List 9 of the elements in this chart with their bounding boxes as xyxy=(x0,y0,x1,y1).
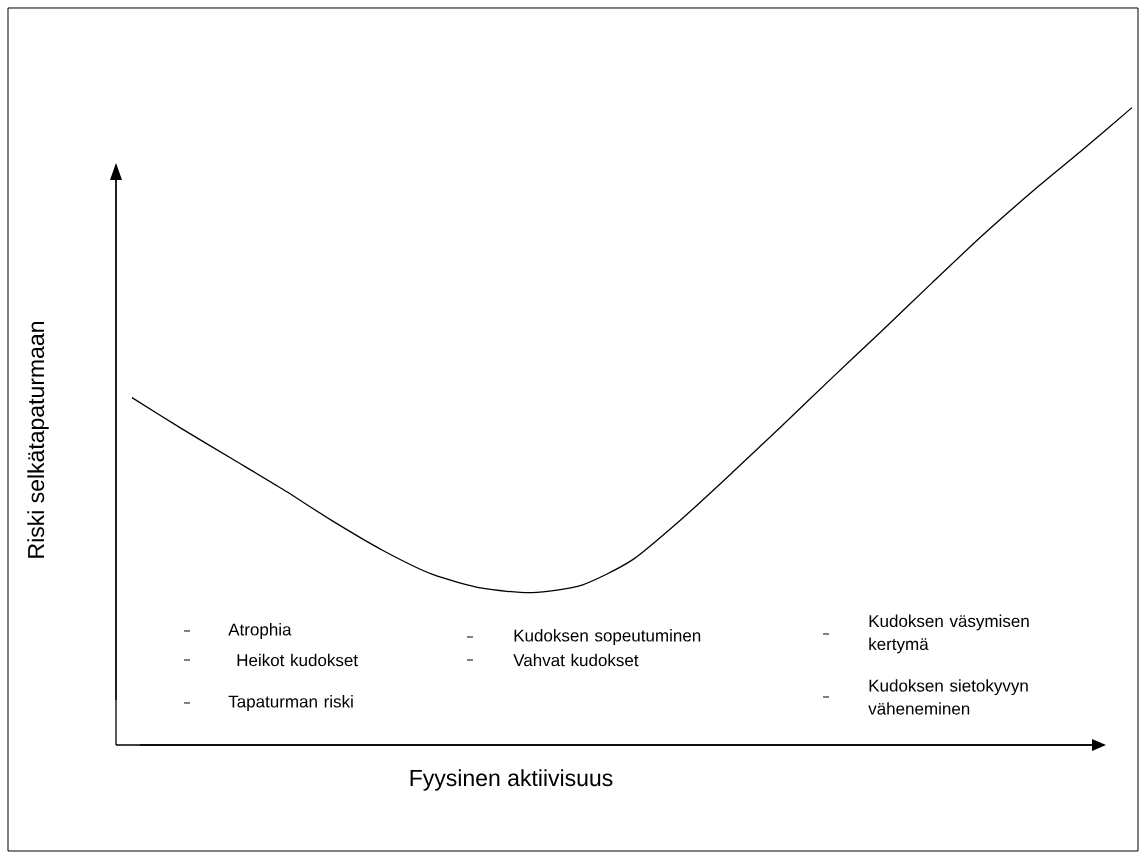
annotation: Tapaturman riski xyxy=(228,695,353,711)
annotation: Vahvat kudokset xyxy=(513,653,639,667)
annotation: Kudoksen sietokyvyn väheneminen xyxy=(868,679,1028,715)
annotation: Kudoksen sopeutuminen xyxy=(514,629,701,645)
annotation: Heikot kudokset xyxy=(237,653,358,667)
x-axis-title: Fyysinen aktiivisuus xyxy=(410,769,613,791)
annotation: Kudoksen väsymisen kertymä xyxy=(869,614,1029,654)
annotation: Atrophia xyxy=(228,623,292,639)
y-axis-title: Riski selkätapaturmaan xyxy=(27,322,49,558)
